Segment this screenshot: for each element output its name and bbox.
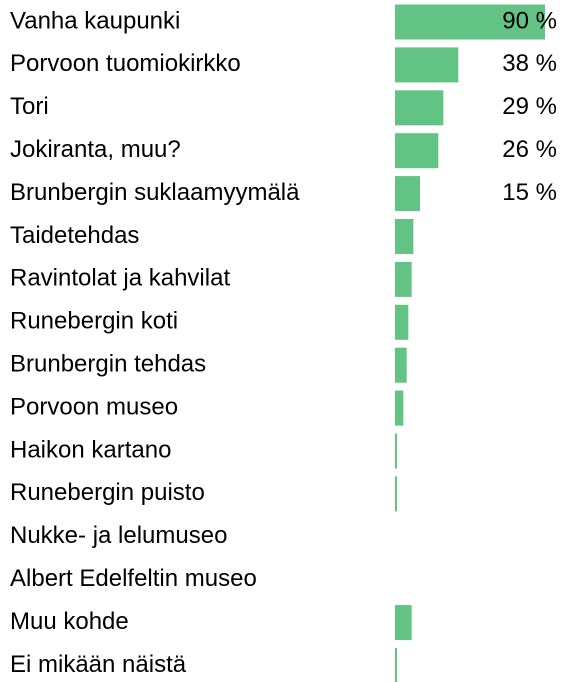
bar <box>395 4 545 40</box>
value-label: 38 % <box>502 50 557 77</box>
bar <box>395 176 420 212</box>
value-label: 90 % <box>502 7 557 34</box>
category-label: Porvoon tuomiokirkko <box>10 50 241 77</box>
category-label: Vanha kaupunki <box>10 7 180 34</box>
category-label: Ravintolat ja kahvilat <box>10 265 230 292</box>
bar <box>395 648 397 682</box>
bar <box>395 390 404 426</box>
category-label: Runebergin puisto <box>10 479 205 506</box>
bar <box>395 90 444 126</box>
bar <box>395 605 412 641</box>
category-label: Nukke- ja lelumuseo <box>10 522 227 549</box>
category-label: Ei mikään näistä <box>10 651 187 678</box>
category-label: Brunbergin tehdas <box>10 351 206 378</box>
value-label: 29 % <box>502 93 557 120</box>
bar <box>395 347 407 383</box>
category-label: Brunbergin suklaamyymälä <box>10 179 300 206</box>
category-label: Taidetehdas <box>10 222 139 249</box>
category-label: Tori <box>10 93 49 120</box>
category-label: Muu kohde <box>10 608 129 635</box>
value-label: 26 % <box>502 136 557 163</box>
category-label: Albert Edelfeltin museo <box>10 565 257 592</box>
bar <box>395 476 397 512</box>
bar <box>395 133 439 169</box>
category-label: Runebergin koti <box>10 308 178 335</box>
bar <box>395 47 459 83</box>
category-label: Haikon kartano <box>10 436 171 463</box>
category-label: Jokiranta, muu? <box>10 136 181 163</box>
value-label: 15 % <box>502 179 557 206</box>
bar <box>395 261 412 297</box>
category-label: Porvoon museo <box>10 393 178 420</box>
bar <box>395 219 414 254</box>
bar <box>395 433 397 469</box>
bar <box>395 304 409 340</box>
